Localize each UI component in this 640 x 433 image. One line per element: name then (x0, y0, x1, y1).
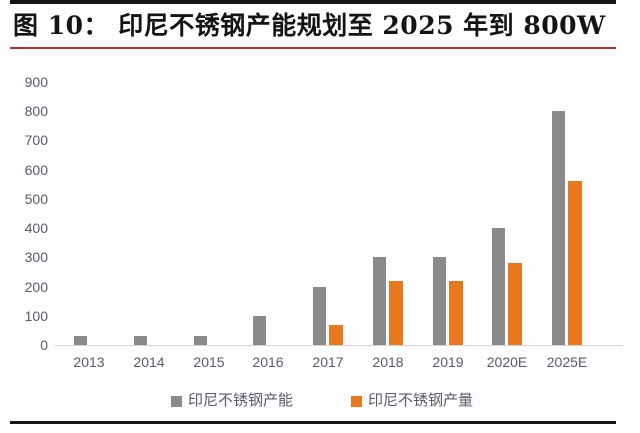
x-axis-label-2014: 2014 (133, 354, 165, 370)
chart-legend: 印尼不锈钢产能 印尼不锈钢产量 (20, 390, 624, 412)
x-axis-label-2013: 2013 (73, 354, 105, 370)
x-axis-label-2019: 2019 (432, 354, 464, 370)
x-axis-label-2018: 2018 (372, 354, 404, 370)
bar-capacity-2015 (194, 336, 207, 345)
bar-production-2025E (568, 181, 582, 345)
y-axis-tick-400: 400 (24, 220, 48, 237)
bar-capacity-2019 (433, 257, 446, 345)
bar-production-2019 (449, 281, 463, 345)
legend-swatch-icon (351, 395, 362, 407)
x-axis-label-2015: 2015 (193, 354, 225, 370)
x-axis-label-2025E: 2025E (546, 354, 588, 370)
bar-capacity-2025E (552, 111, 565, 345)
bar-capacity-2017 (313, 287, 326, 345)
y-axis-tick-900: 900 (24, 74, 48, 90)
x-axis-label-2017: 2017 (312, 354, 344, 370)
y-axis-tick-300: 300 (24, 249, 48, 266)
bar-production-2018 (389, 281, 403, 345)
bottom-divider (10, 421, 616, 424)
x-axis-label-2016: 2016 (252, 354, 284, 370)
legend-swatch-icon (170, 395, 182, 407)
y-axis-tick-800: 800 (24, 103, 48, 120)
legend-label: 印尼不锈钢产量 (368, 392, 474, 409)
x-axis-line (55, 345, 623, 346)
bar-production-2020E (508, 263, 522, 345)
figure-title: 图 10： 印尼不锈钢产能规划至 2025 年到 800W (13, 11, 606, 40)
y-axis-tick-700: 700 (24, 132, 48, 149)
bar-capacity-2016 (253, 316, 266, 345)
bar-capacity-2013 (74, 336, 87, 345)
y-axis-tick-200: 200 (24, 278, 48, 295)
bar-capacity-2018 (373, 257, 386, 345)
top-divider (10, 0, 616, 4)
bar-capacity-2020E (492, 228, 505, 345)
legend-item-production: 印尼不锈钢产量 (351, 392, 473, 410)
y-axis-tick-600: 600 (24, 161, 48, 178)
bar-capacity-2014 (134, 336, 147, 345)
y-axis-tick-100: 100 (24, 307, 48, 324)
legend-item-capacity: 印尼不锈钢产能 (170, 392, 293, 410)
y-axis-tick-500: 500 (24, 190, 48, 207)
title-underline (10, 47, 616, 49)
y-axis-tick-0: 0 (40, 337, 48, 353)
legend-label: 印尼不锈钢产能 (187, 392, 293, 409)
bar-production-2017 (329, 325, 343, 345)
x-axis-label-2020E: 2020E (486, 354, 528, 370)
